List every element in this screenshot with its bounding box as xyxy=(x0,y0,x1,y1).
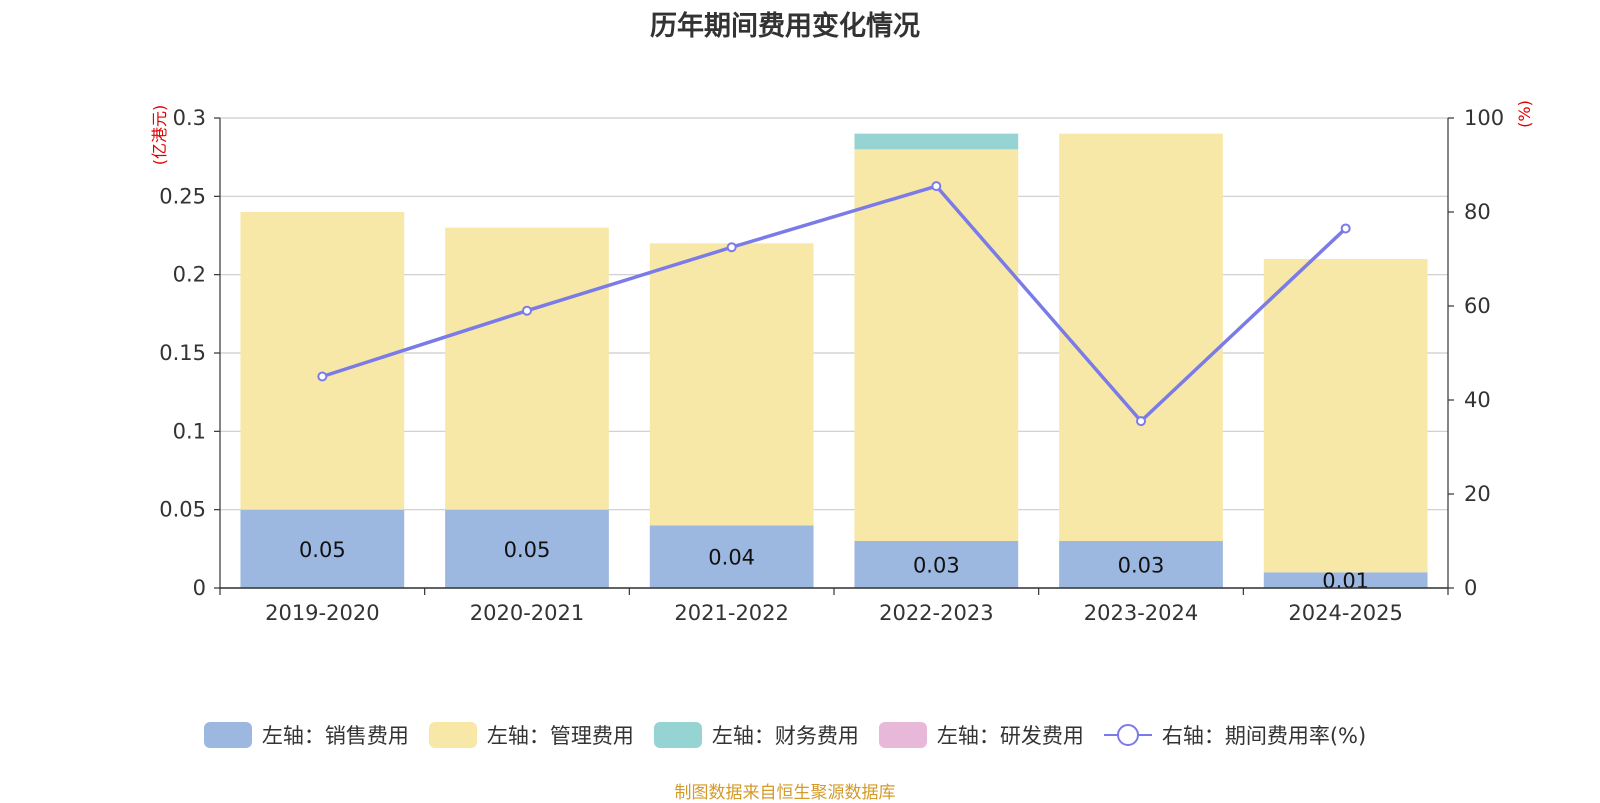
legend-label: 左轴：研发费用 xyxy=(936,724,1084,748)
bar-2020-2021 xyxy=(445,227,609,510)
x-tick-label: 2023-2024 xyxy=(1084,601,1198,625)
bar-2023-2024 xyxy=(1059,541,1223,588)
rate-line xyxy=(321,184,1347,423)
legend: 左轴：销售费用 左轴：管理费用 左轴：财务费用 左轴：研发费用 右轴：期间费用率(%) xyxy=(0,720,1570,750)
legend-label: 左轴：销售费用 xyxy=(261,724,409,748)
rate-point xyxy=(1340,223,1351,234)
legend-swatch xyxy=(203,722,252,748)
legend-item[interactable]: 左轴：管理费用 xyxy=(428,720,634,750)
y-right-tick-label: 0 xyxy=(1464,576,1477,600)
y-right-tick-label: 80 xyxy=(1464,200,1491,224)
bar-2024-2025 xyxy=(1263,572,1428,588)
bar-2021-2022 xyxy=(649,525,814,588)
bar-2022-2023 xyxy=(854,541,1019,588)
x-tick-label: 2020-2021 xyxy=(470,601,584,625)
bar-2019-2020 xyxy=(240,212,405,510)
rate-point xyxy=(522,305,532,316)
chart-title: 历年期间费用变化情况 xyxy=(650,11,920,42)
rate-point xyxy=(1136,416,1146,427)
bar-2020-2021 xyxy=(445,509,609,588)
y-left-tick-label: 0 xyxy=(193,576,206,600)
y-left-tick-label: 0.25 xyxy=(159,184,206,208)
legend-item[interactable]: 左轴：财务费用 xyxy=(653,720,859,750)
legend-swatch xyxy=(653,722,702,748)
y-left-tick-label: 0.1 xyxy=(173,419,206,443)
y-left-unit: (亿港元) xyxy=(150,105,169,166)
bar-2024-2025 xyxy=(1263,259,1428,573)
bar-data-label: 0.01 xyxy=(1322,569,1369,593)
y-right-tick-label: 20 xyxy=(1464,482,1491,506)
bar-data-label: 0.05 xyxy=(299,538,346,562)
legend-label: 左轴：管理费用 xyxy=(486,724,634,748)
legend-swatch xyxy=(878,722,927,748)
y-right-tick-label: 60 xyxy=(1464,294,1491,318)
legend-label: 右轴：期间费用率(%) xyxy=(1161,724,1367,748)
bar-2022-2023 xyxy=(854,133,1019,150)
y-left-tick-label: 0.05 xyxy=(159,498,206,522)
bar-data-label: 0.03 xyxy=(913,554,960,578)
x-tick-label: 2022-2023 xyxy=(879,601,993,625)
x-tick-label: 2024-2025 xyxy=(1288,601,1402,625)
legend-item[interactable]: 右轴：期间费用率(%) xyxy=(1103,720,1367,750)
legend-line-swatch xyxy=(1103,724,1152,746)
bar-2023-2024 xyxy=(1059,133,1223,541)
bar-data-label: 0.03 xyxy=(1118,554,1165,578)
legend-item[interactable]: 左轴：销售费用 xyxy=(203,720,409,750)
rate-point xyxy=(931,181,942,192)
y-left-tick-label: 0.15 xyxy=(159,341,206,365)
bar-2022-2023 xyxy=(854,149,1019,542)
source-note: 制图数据来自恒生聚源数据库 xyxy=(674,783,896,803)
rate-point xyxy=(726,242,737,253)
bar-data-label: 0.04 xyxy=(708,546,755,570)
legend-label: 左轴：财务费用 xyxy=(711,724,859,748)
bar-data-label: 0.05 xyxy=(504,538,551,562)
x-tick-label: 2019-2020 xyxy=(265,601,379,625)
chart-area: 0 0.05 0.1 0.15 0.2 0.25 0.3 0 20 40 60 80 100 (亿港元) (… xyxy=(150,100,1534,625)
bar-2021-2022 xyxy=(649,243,814,526)
rate-point xyxy=(317,371,328,382)
x-tick-label: 2021-2022 xyxy=(674,601,788,625)
y-right-tick-label: 40 xyxy=(1464,388,1491,412)
legend-item[interactable]: 左轴：研发费用 xyxy=(878,720,1084,750)
y-right-unit: (%) xyxy=(1515,100,1534,128)
bar-2019-2020 xyxy=(240,509,405,588)
y-right-tick-label: 100 xyxy=(1464,106,1504,130)
y-left-tick-label: 0.3 xyxy=(173,106,206,130)
legend-swatch xyxy=(428,722,477,748)
y-left-tick-label: 0.2 xyxy=(173,263,206,287)
